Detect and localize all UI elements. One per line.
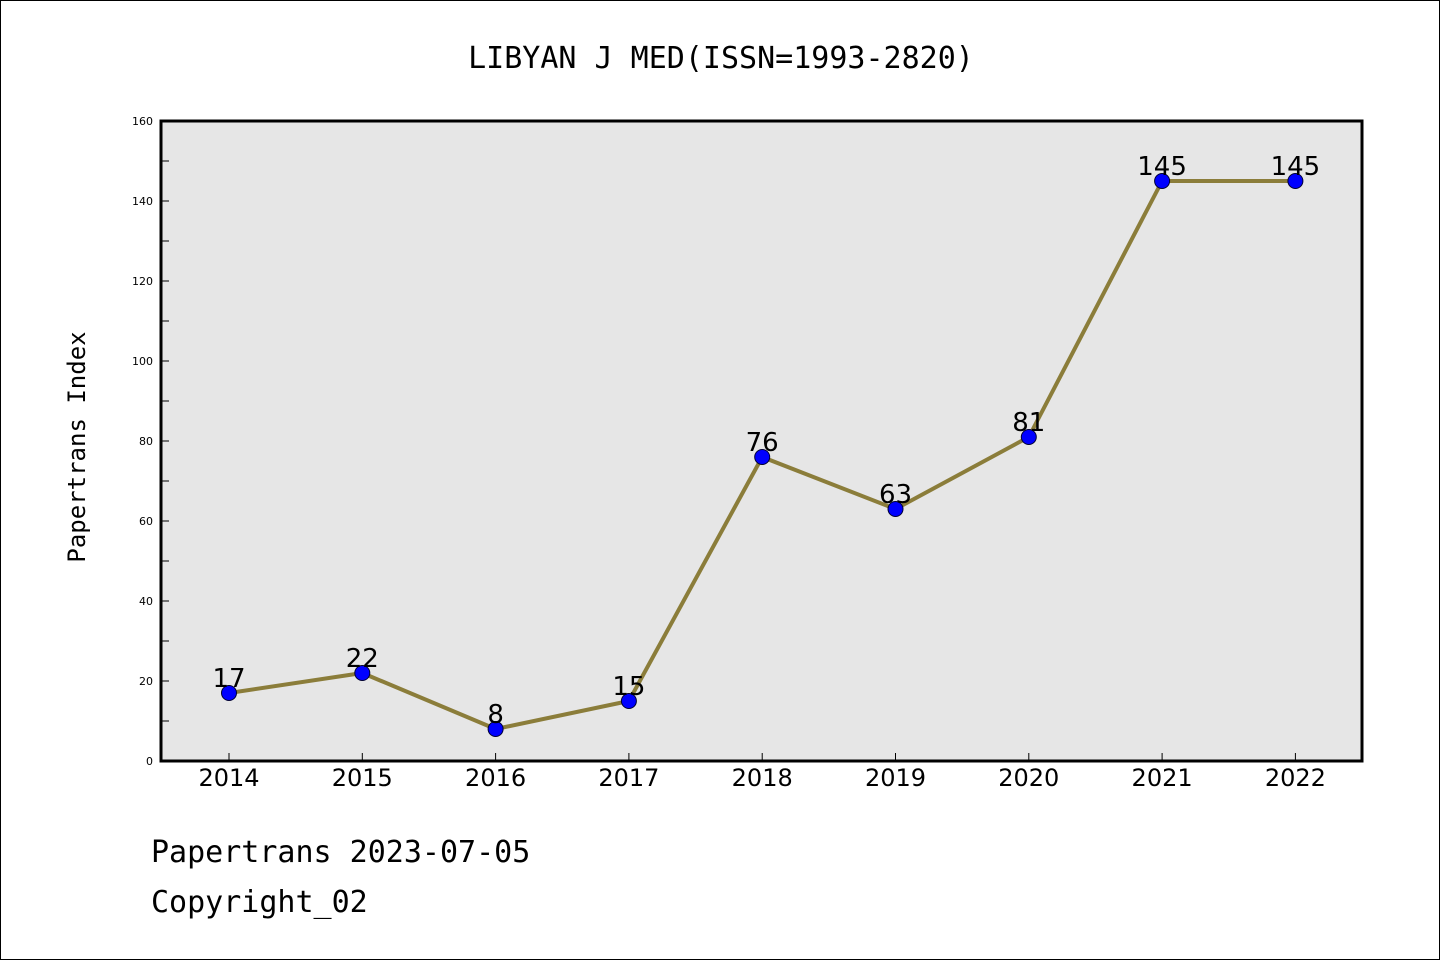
y-tick-label: 0 xyxy=(146,755,153,768)
y-axis-label: Papertrans Index xyxy=(63,331,91,562)
x-axis-ticks: 2014 2015 2016 2017 2018 2019 2020 2021 2022 xyxy=(198,753,1326,792)
chart-title: LIBYAN J MED(ISSN=1993-2820) xyxy=(468,41,974,76)
data-label: 145 xyxy=(1271,152,1321,182)
data-label: 8 xyxy=(487,700,504,730)
x-tick-label: 2019 xyxy=(865,764,926,792)
y-tick-label: 60 xyxy=(139,515,153,528)
data-label: 17 xyxy=(212,664,245,694)
data-label: 81 xyxy=(1012,408,1045,438)
x-tick-label: 2016 xyxy=(465,764,526,792)
y-tick-label: 160 xyxy=(132,115,153,128)
data-label: 15 xyxy=(612,672,645,702)
data-label: 145 xyxy=(1137,152,1187,182)
y-tick-label: 20 xyxy=(139,675,153,688)
data-point xyxy=(1287,173,1304,189)
x-tick-label: 2018 xyxy=(732,764,793,792)
data-point xyxy=(1020,429,1037,445)
data-point xyxy=(354,665,371,681)
footer-copyright: Copyright_02 xyxy=(151,885,368,920)
y-tick-label: 120 xyxy=(132,275,153,288)
data-point xyxy=(620,693,637,709)
series-layer: 17 22 8 15 76 63 81 145 145 xyxy=(212,152,1320,737)
x-tick-label: 2021 xyxy=(1132,764,1193,792)
y-tick-label: 100 xyxy=(132,355,153,368)
data-point xyxy=(1154,173,1171,189)
data-point xyxy=(487,721,504,737)
data-point xyxy=(754,449,771,465)
x-tick-label: 2015 xyxy=(332,764,393,792)
y-tick-label: 40 xyxy=(139,595,153,608)
y-tick-label: 140 xyxy=(132,195,153,208)
data-label: 22 xyxy=(346,644,379,674)
plot-border xyxy=(159,119,1364,763)
x-tick-label: 2017 xyxy=(598,764,659,792)
x-tick-label: 2022 xyxy=(1265,764,1326,792)
data-point xyxy=(887,501,904,517)
x-tick-label: 2014 xyxy=(198,764,259,792)
data-label: 76 xyxy=(746,428,779,458)
plot-area xyxy=(161,121,1362,761)
data-label: 63 xyxy=(879,480,912,510)
footer-date: Papertrans 2023-07-05 xyxy=(151,835,531,870)
x-tick-label: 2020 xyxy=(998,764,1059,792)
y-tick-label: 80 xyxy=(139,435,153,448)
data-point xyxy=(221,685,237,701)
